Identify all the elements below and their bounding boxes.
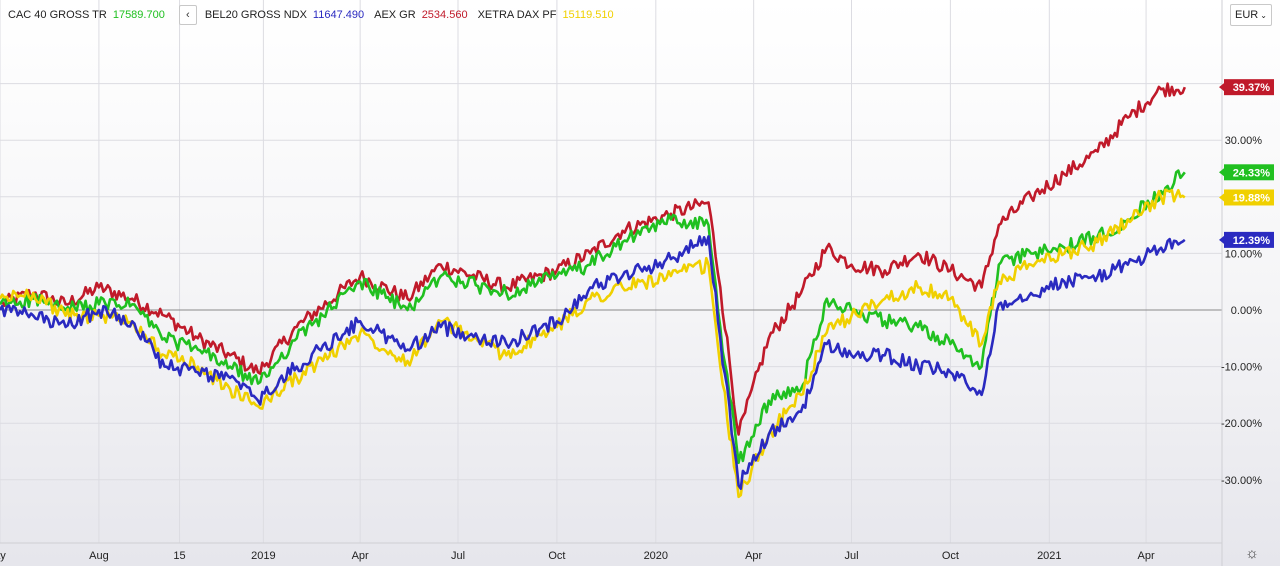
legend-series-name: CAC 40 GROSS TR [8, 9, 107, 21]
last-value-tag-bg [1224, 231, 1274, 248]
legend-series-name: BEL20 GROSS NDX [204, 9, 307, 21]
legend-series-value: 15119.510 [562, 9, 614, 21]
x-tick-label: 2020 [644, 550, 668, 562]
last-value-tags: 39.37% 24.33% 19.88% 12.39% [1219, 79, 1274, 248]
x-tick-label: Aug [89, 550, 109, 562]
y-tick-label: -30.00% [1221, 475, 1262, 487]
legend-series-name: AEX GR [374, 9, 416, 21]
y-tick-label: 0.00% [1231, 305, 1262, 317]
y-tick-label: -10.00% [1221, 362, 1262, 374]
series-line [0, 169, 1186, 465]
legend-item[interactable]: AEX GR 2534.560 [374, 9, 467, 21]
x-tick-label: 2019 [251, 550, 275, 562]
x-tick-label: ay [0, 550, 6, 562]
legend-item[interactable]: BEL20 GROSS NDX 11647.490 [205, 9, 364, 21]
x-tick-label: 2021 [1037, 550, 1061, 562]
x-tick-label: Apr [352, 550, 369, 562]
last-value-tag-pointer [1219, 83, 1224, 92]
x-tick-label: Oct [942, 550, 959, 562]
x-axis: ay Aug 15 2019 Apr Jul Oct 2020 Apr Jul Oct 2021 Apr [0, 550, 1155, 562]
legend-item[interactable]: XETRA DAX PF 15119.510 [478, 9, 614, 21]
last-value-tag: 12.39% [1219, 231, 1274, 248]
legend-series-value: 2534.560 [421, 9, 468, 21]
y-tick-label: -20.00% [1221, 418, 1262, 430]
last-value-tag-bg [1224, 189, 1274, 206]
legend-bar: CAC 40 GROSS TR 17589.700 ‹ BEL20 GROSS NDX… [0, 0, 1222, 30]
last-value-tag-text: 39.37% [1233, 82, 1271, 94]
x-tick-label: 15 [173, 550, 185, 562]
chart-grid [0, 0, 1222, 543]
series-layer [0, 82, 1187, 499]
x-tick-label: Apr [745, 550, 762, 562]
currency-label: EUR [1235, 9, 1259, 21]
x-tick-label: Oct [548, 550, 565, 562]
last-value-tag-bg [1224, 164, 1274, 181]
last-value-tag-text: 24.33% [1233, 167, 1271, 179]
chevron-down-icon: ⌄ [1260, 10, 1267, 20]
last-value-tag-pointer [1219, 235, 1224, 244]
legend-item[interactable]: CAC 40 GROSS TR 17589.700 [8, 9, 165, 21]
chevron-left-icon[interactable]: ‹ [178, 5, 197, 25]
series-line [0, 82, 1187, 436]
last-value-tag-pointer [1219, 193, 1224, 202]
x-tick-label: Jul [451, 550, 465, 562]
last-value-tag-text: 19.88% [1233, 192, 1271, 204]
x-tick-label: Jul [844, 550, 858, 562]
last-value-tag-text: 12.39% [1233, 235, 1271, 247]
y-axis: 30.00% 10.00% 0.00% -10.00% -20.00% -30.00% [1221, 135, 1262, 487]
y-tick-label: 30.00% [1225, 135, 1263, 147]
last-value-tag-pointer [1219, 168, 1224, 177]
legend-series-name: XETRA DAX PF [477, 9, 557, 21]
settings-icon[interactable]: ☼ [1245, 545, 1259, 562]
last-value-tag-bg [1224, 79, 1274, 96]
x-tick-label: Apr [1138, 550, 1155, 562]
series-line [0, 188, 1186, 499]
legend-series-value: 11647.490 [312, 9, 365, 21]
legend-series-value: 17589.700 [112, 9, 165, 21]
last-value-tag: 39.37% [1219, 79, 1274, 96]
currency-select[interactable]: EUR ⌄ [1230, 4, 1272, 26]
series-line [0, 235, 1186, 490]
last-value-tag: 24.33% [1219, 164, 1274, 181]
y-tick-label: 10.00% [1225, 248, 1263, 260]
last-value-tag: 19.88% [1219, 189, 1274, 206]
